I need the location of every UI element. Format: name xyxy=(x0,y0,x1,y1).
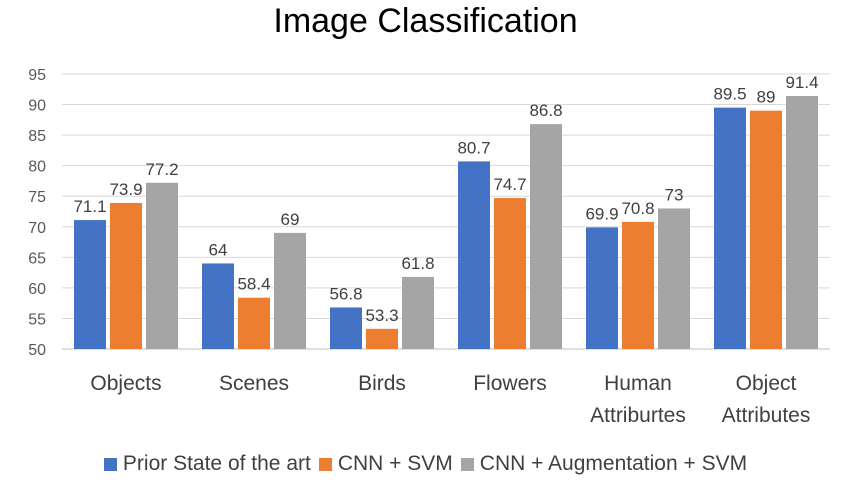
data-label: 69.9 xyxy=(585,204,618,223)
y-tick-label: 80 xyxy=(28,159,46,176)
legend-item-cnn-aug-svm: CNN + Augmentation + SVM xyxy=(460,452,748,476)
x-tick-label: Object xyxy=(736,372,797,395)
data-label: 69 xyxy=(281,210,300,229)
legend-swatch-cnn-svm xyxy=(318,457,332,471)
legend: Prior State of the art CNN + SVM CNN + A… xyxy=(0,452,851,476)
bar xyxy=(74,220,106,349)
bar xyxy=(714,107,746,349)
data-label: 91.4 xyxy=(785,73,818,92)
bar xyxy=(274,232,306,349)
legend-label-cnn-svm: CNN + SVM xyxy=(337,452,453,475)
data-label: 70.8 xyxy=(621,199,654,218)
y-tick-label: 85 xyxy=(28,128,46,145)
y-tick-label: 55 xyxy=(28,311,46,328)
y-tick-label: 60 xyxy=(28,281,46,298)
bar xyxy=(366,328,398,349)
legend-swatch-cnn-aug-svm xyxy=(460,457,474,471)
x-tick-label: Scenes xyxy=(219,372,289,395)
x-tick-label: Flowers xyxy=(473,372,547,395)
data-label: 86.8 xyxy=(529,101,562,120)
bar xyxy=(530,124,562,349)
bar xyxy=(202,263,234,349)
data-label: 89.5 xyxy=(713,85,746,104)
data-label: 73 xyxy=(665,185,684,204)
legend-label-cnn-aug-svm: CNN + Augmentation + SVM xyxy=(479,452,748,475)
y-tick-label: 65 xyxy=(28,250,46,267)
data-label: 61.8 xyxy=(401,254,434,273)
bar xyxy=(238,297,270,349)
data-label: 56.8 xyxy=(329,284,362,303)
y-tick-label: 75 xyxy=(28,189,46,206)
legend-item-cnn-svm: CNN + SVM xyxy=(318,452,453,476)
legend-swatch-prior xyxy=(103,457,117,471)
data-label: 77.2 xyxy=(145,160,178,179)
bar xyxy=(786,96,818,349)
x-tick-label: Attributes xyxy=(722,404,811,427)
y-tick-label: 50 xyxy=(28,342,46,359)
data-label: 71.1 xyxy=(73,197,106,216)
x-tick-label: Objects xyxy=(90,372,161,395)
data-label: 80.7 xyxy=(457,138,490,157)
data-label: 89 xyxy=(757,88,776,107)
bar xyxy=(586,227,618,349)
y-tick-label: 90 xyxy=(28,98,46,115)
legend-item-prior: Prior State of the art xyxy=(103,452,311,476)
x-tick-label: Human xyxy=(604,372,672,395)
bar xyxy=(146,182,178,349)
data-label: 73.9 xyxy=(109,180,142,199)
data-label: 64 xyxy=(209,240,228,259)
data-label: 74.7 xyxy=(493,175,526,194)
bar xyxy=(458,161,490,349)
data-label: 53.3 xyxy=(365,306,398,325)
data-label: 58.4 xyxy=(237,275,270,294)
bar xyxy=(750,110,782,350)
y-tick-label: 95 xyxy=(28,67,46,84)
x-tick-label: Birds xyxy=(358,372,406,395)
bar xyxy=(110,202,142,349)
bar xyxy=(622,221,654,349)
x-tick-label: Attriburtes xyxy=(590,404,686,427)
bar xyxy=(494,198,526,349)
legend-label-prior: Prior State of the art xyxy=(122,452,311,475)
chart-title: Image Classification xyxy=(273,2,578,40)
y-tick-label: 70 xyxy=(28,220,46,237)
bar xyxy=(330,307,362,349)
bar xyxy=(658,208,690,349)
bar xyxy=(402,276,434,349)
